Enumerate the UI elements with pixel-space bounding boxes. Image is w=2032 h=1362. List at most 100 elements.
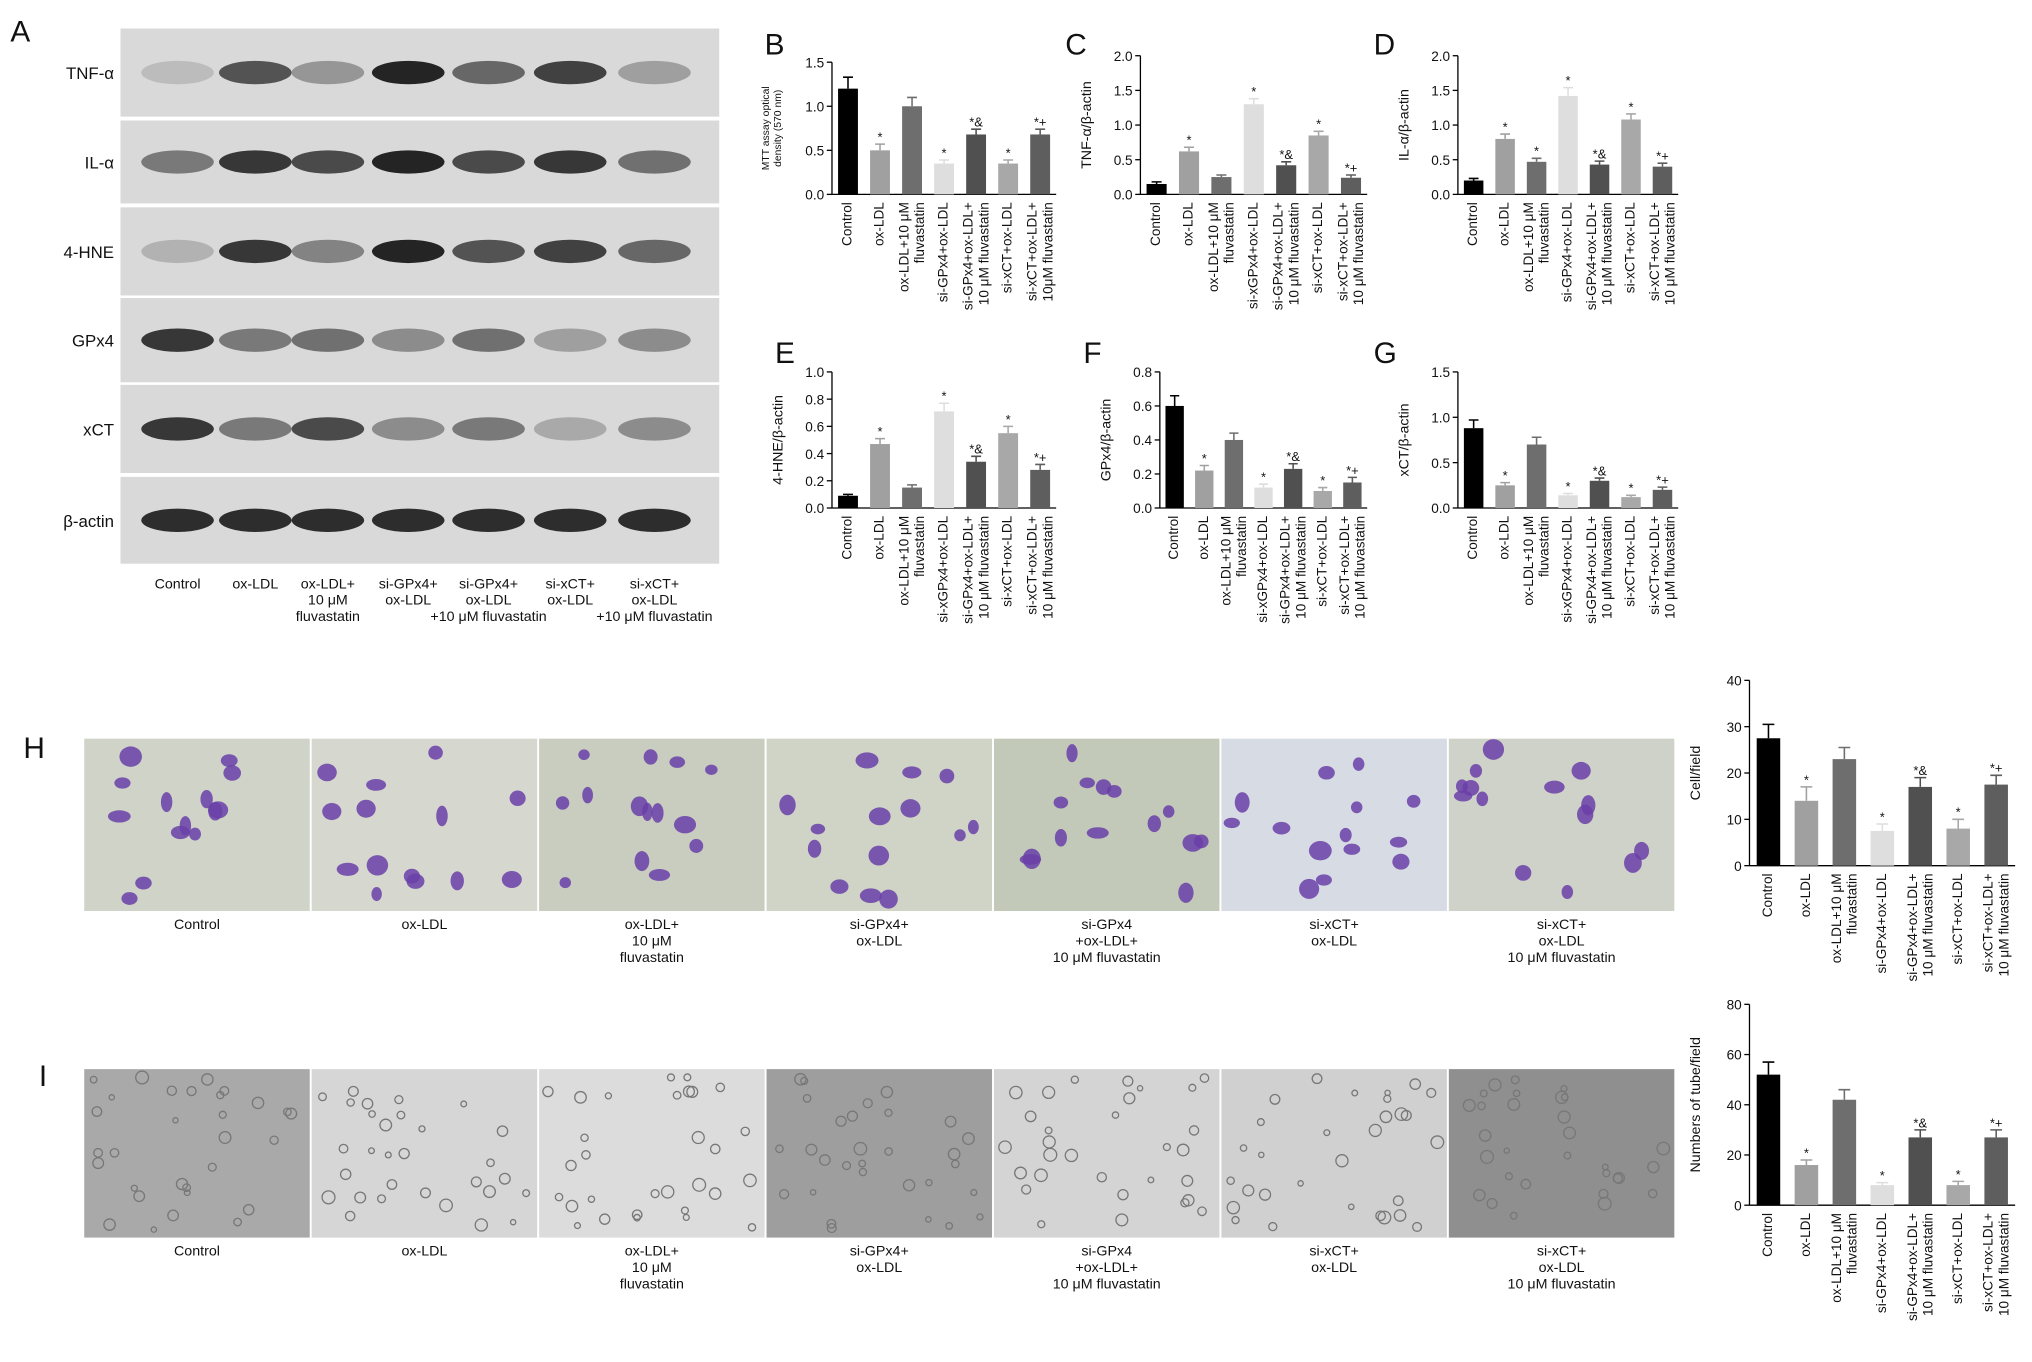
blot-band bbox=[618, 417, 691, 441]
blot-band bbox=[219, 417, 292, 441]
significance-mark: * bbox=[1566, 73, 1571, 88]
micrograph-caption: si-GPx4 +ox-LDL+ 10 μM fluvastatin bbox=[1053, 1244, 1161, 1293]
tube-node bbox=[346, 1098, 355, 1107]
bar bbox=[1030, 469, 1051, 508]
bar bbox=[1243, 104, 1264, 195]
tube-node bbox=[633, 1213, 641, 1222]
tube-node bbox=[962, 1132, 975, 1146]
tube-node bbox=[884, 1147, 893, 1156]
x-tick-label: si-xCT+ox-LDL+10 μM fluvastatin bbox=[1024, 516, 1055, 619]
tube-node bbox=[509, 1218, 517, 1226]
tube-node bbox=[1597, 1196, 1612, 1211]
error-bar bbox=[843, 76, 853, 89]
tube-node bbox=[201, 1073, 214, 1086]
blot-band bbox=[452, 60, 525, 85]
x-tick-label: ox-LDL bbox=[872, 515, 887, 559]
bar bbox=[1908, 786, 1933, 866]
blot-band bbox=[371, 508, 445, 532]
bar bbox=[1946, 1185, 1970, 1206]
y-tick-label: 0.2 bbox=[1133, 467, 1152, 482]
cell bbox=[954, 829, 966, 842]
significance-mark: *& bbox=[1593, 463, 1607, 478]
tube-node bbox=[862, 1098, 873, 1109]
significance-mark: * bbox=[1880, 1168, 1885, 1183]
blot-lane-label: si-GPx4+ ox-LDL +10 μM fluvastatin bbox=[430, 576, 546, 625]
tube-node bbox=[398, 1147, 410, 1160]
x-tick-label: Control bbox=[1760, 873, 1775, 917]
cell bbox=[630, 796, 649, 817]
x-tick-label: ox-LDL+10 μMfluvastatin bbox=[1521, 516, 1552, 606]
panel-label: H bbox=[23, 732, 45, 765]
tube-node bbox=[394, 1094, 404, 1105]
tube-node bbox=[1034, 1168, 1048, 1183]
tube-node bbox=[826, 1222, 837, 1234]
x-tick-label: ox-LDL+10 μMfluvastatin bbox=[1521, 202, 1552, 292]
blot-band bbox=[452, 508, 525, 532]
x-tick-label: ox-LDL+10 μMfluvastatin bbox=[1828, 873, 1859, 963]
tube-node bbox=[1197, 1206, 1207, 1217]
tube-node bbox=[172, 1117, 179, 1124]
micrograph-caption: si-xCT+ ox-LDL 10 μM fluvastatin bbox=[1508, 1244, 1616, 1293]
tube-node bbox=[109, 1147, 120, 1158]
tube-node bbox=[1014, 1166, 1028, 1180]
cell bbox=[501, 870, 522, 888]
tube-node bbox=[368, 1147, 376, 1155]
tube-node bbox=[565, 1159, 577, 1172]
tube-node bbox=[1347, 1203, 1355, 1211]
error-bar bbox=[875, 437, 885, 445]
y-tick-label: 0.5 bbox=[1431, 153, 1450, 168]
significance-mark: * bbox=[1880, 809, 1885, 824]
cell bbox=[868, 845, 890, 866]
tube-node bbox=[130, 1184, 138, 1192]
cell bbox=[1476, 791, 1489, 807]
y-axis-label: 4-HNE/β-actin bbox=[771, 395, 787, 485]
x-tick-label: ox-LDL+10 μMfluvastatin bbox=[1828, 1213, 1859, 1303]
tube-node bbox=[805, 1143, 818, 1156]
tube-node bbox=[1123, 1092, 1136, 1105]
x-tick-label: ox-LDL bbox=[1497, 515, 1512, 559]
tube-node bbox=[858, 1159, 867, 1168]
significance-mark: * bbox=[877, 130, 882, 145]
cell bbox=[1634, 841, 1650, 860]
tube-node bbox=[339, 1168, 352, 1181]
cell bbox=[366, 855, 389, 876]
tube-node bbox=[522, 1189, 531, 1198]
significance-mark: * bbox=[1628, 481, 1633, 496]
bar bbox=[1340, 177, 1362, 195]
cell bbox=[406, 873, 425, 889]
tube-node bbox=[976, 1213, 984, 1221]
cell bbox=[135, 876, 152, 890]
tube-node bbox=[715, 1082, 726, 1093]
blot-lane-label: si-GPx4+ ox-LDL bbox=[379, 576, 438, 608]
tube-node bbox=[1064, 1148, 1079, 1163]
significance-mark: *& bbox=[1279, 147, 1293, 162]
x-tick-label: si-GPx4+ox-LDL+10 μM fluvastatin bbox=[1270, 202, 1301, 310]
x-tick-label: si-xGPx4+ox-LDL bbox=[1255, 515, 1270, 622]
tube-node bbox=[496, 1125, 509, 1137]
tube-node bbox=[419, 1187, 431, 1199]
bar bbox=[1195, 470, 1214, 508]
x-tick-label: si-xCT+ox-LDL+10 μM fluvastatin bbox=[1336, 516, 1367, 619]
y-tick-label: 20 bbox=[1727, 1148, 1743, 1163]
tube-node bbox=[554, 1192, 564, 1202]
error-bar bbox=[1952, 818, 1965, 829]
error-bar bbox=[1876, 823, 1889, 831]
tube-node bbox=[1024, 1110, 1037, 1123]
y-tick-label: 1.5 bbox=[805, 55, 824, 70]
tube-node bbox=[902, 1179, 916, 1192]
x-tick-label: ox-LDL+10 μMfluvastatin bbox=[896, 516, 927, 606]
tube-node bbox=[1647, 1188, 1658, 1199]
x-tick-label: si-GPx4+ox-LDL+10 μM fluvastatin bbox=[1904, 873, 1935, 981]
tube-node bbox=[344, 1210, 356, 1222]
y-axis-label: Cell/field bbox=[1688, 746, 1704, 801]
significance-mark: *& bbox=[1913, 1115, 1927, 1130]
tube-node bbox=[1478, 1129, 1492, 1142]
tube-node bbox=[924, 1216, 932, 1223]
blot-band bbox=[371, 60, 445, 85]
bar bbox=[1526, 161, 1547, 195]
tube-node bbox=[747, 1223, 757, 1232]
tube-node bbox=[1563, 1126, 1577, 1140]
error-bar bbox=[1914, 1129, 1927, 1138]
blot-band bbox=[219, 239, 292, 264]
significance-mark: * bbox=[1316, 117, 1321, 132]
